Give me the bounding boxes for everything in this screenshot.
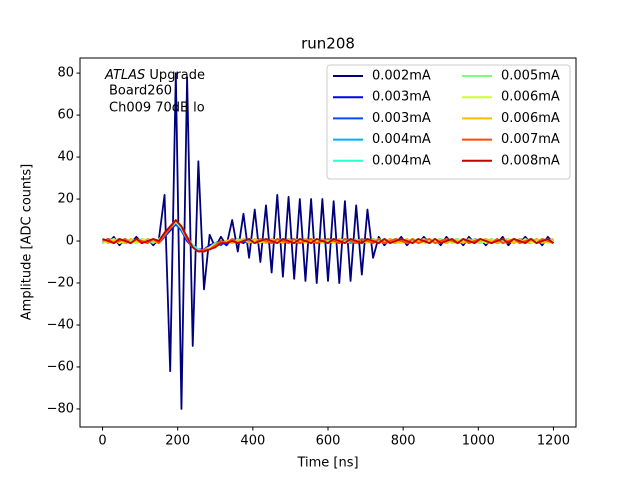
y-tick-label: 60 [57, 108, 74, 123]
y-tick-label: −40 [47, 317, 74, 332]
legend-label: 0.003mA [372, 111, 431, 126]
annotation: ATLAS Upgrade [104, 68, 205, 83]
y-tick-label: −20 [47, 276, 74, 291]
y-tick-label: 40 [57, 150, 74, 165]
legend-label: 0.002mA [372, 69, 431, 84]
y-tick-label: −80 [47, 401, 74, 416]
x-tick-label: 0 [98, 434, 106, 449]
plot-area [102, 72, 555, 410]
y-tick-label: −60 [47, 359, 74, 374]
legend-label: 0.003mA [372, 90, 431, 105]
legend-label: 0.006mA [501, 90, 560, 105]
x-tick-label: 800 [391, 434, 416, 449]
series-line [102, 219, 554, 253]
x-tick-label: 1000 [462, 434, 495, 449]
legend-label: 0.007mA [501, 132, 560, 147]
x-axis-label: Time [ns] [296, 456, 358, 471]
y-tick-label: 20 [57, 192, 74, 207]
chart-title: run208 [301, 35, 355, 53]
y-tick-label: 0 [66, 234, 74, 249]
x-tick-label: 400 [240, 434, 265, 449]
legend-label: 0.005mA [501, 69, 560, 84]
y-tick-label: 80 [57, 66, 74, 81]
legend-box [326, 64, 571, 180]
annotation-line: Board260 [109, 84, 172, 99]
y-axis-label: Amplitude [ADC counts] [20, 164, 35, 320]
legend-label: 0.004mA [372, 132, 431, 147]
x-tick-label: 600 [316, 434, 341, 449]
legend-label: 0.008mA [501, 153, 560, 168]
annotation-line: Ch009 70dB lo [109, 101, 205, 116]
x-tick-label: 200 [165, 434, 190, 449]
legend-label: 0.006mA [501, 111, 560, 126]
annotation-line: Upgrade [149, 68, 205, 83]
x-tick-label: 1200 [537, 434, 570, 449]
annotation-emphasis: ATLAS [104, 68, 145, 83]
legend-label: 0.004mA [372, 153, 431, 168]
